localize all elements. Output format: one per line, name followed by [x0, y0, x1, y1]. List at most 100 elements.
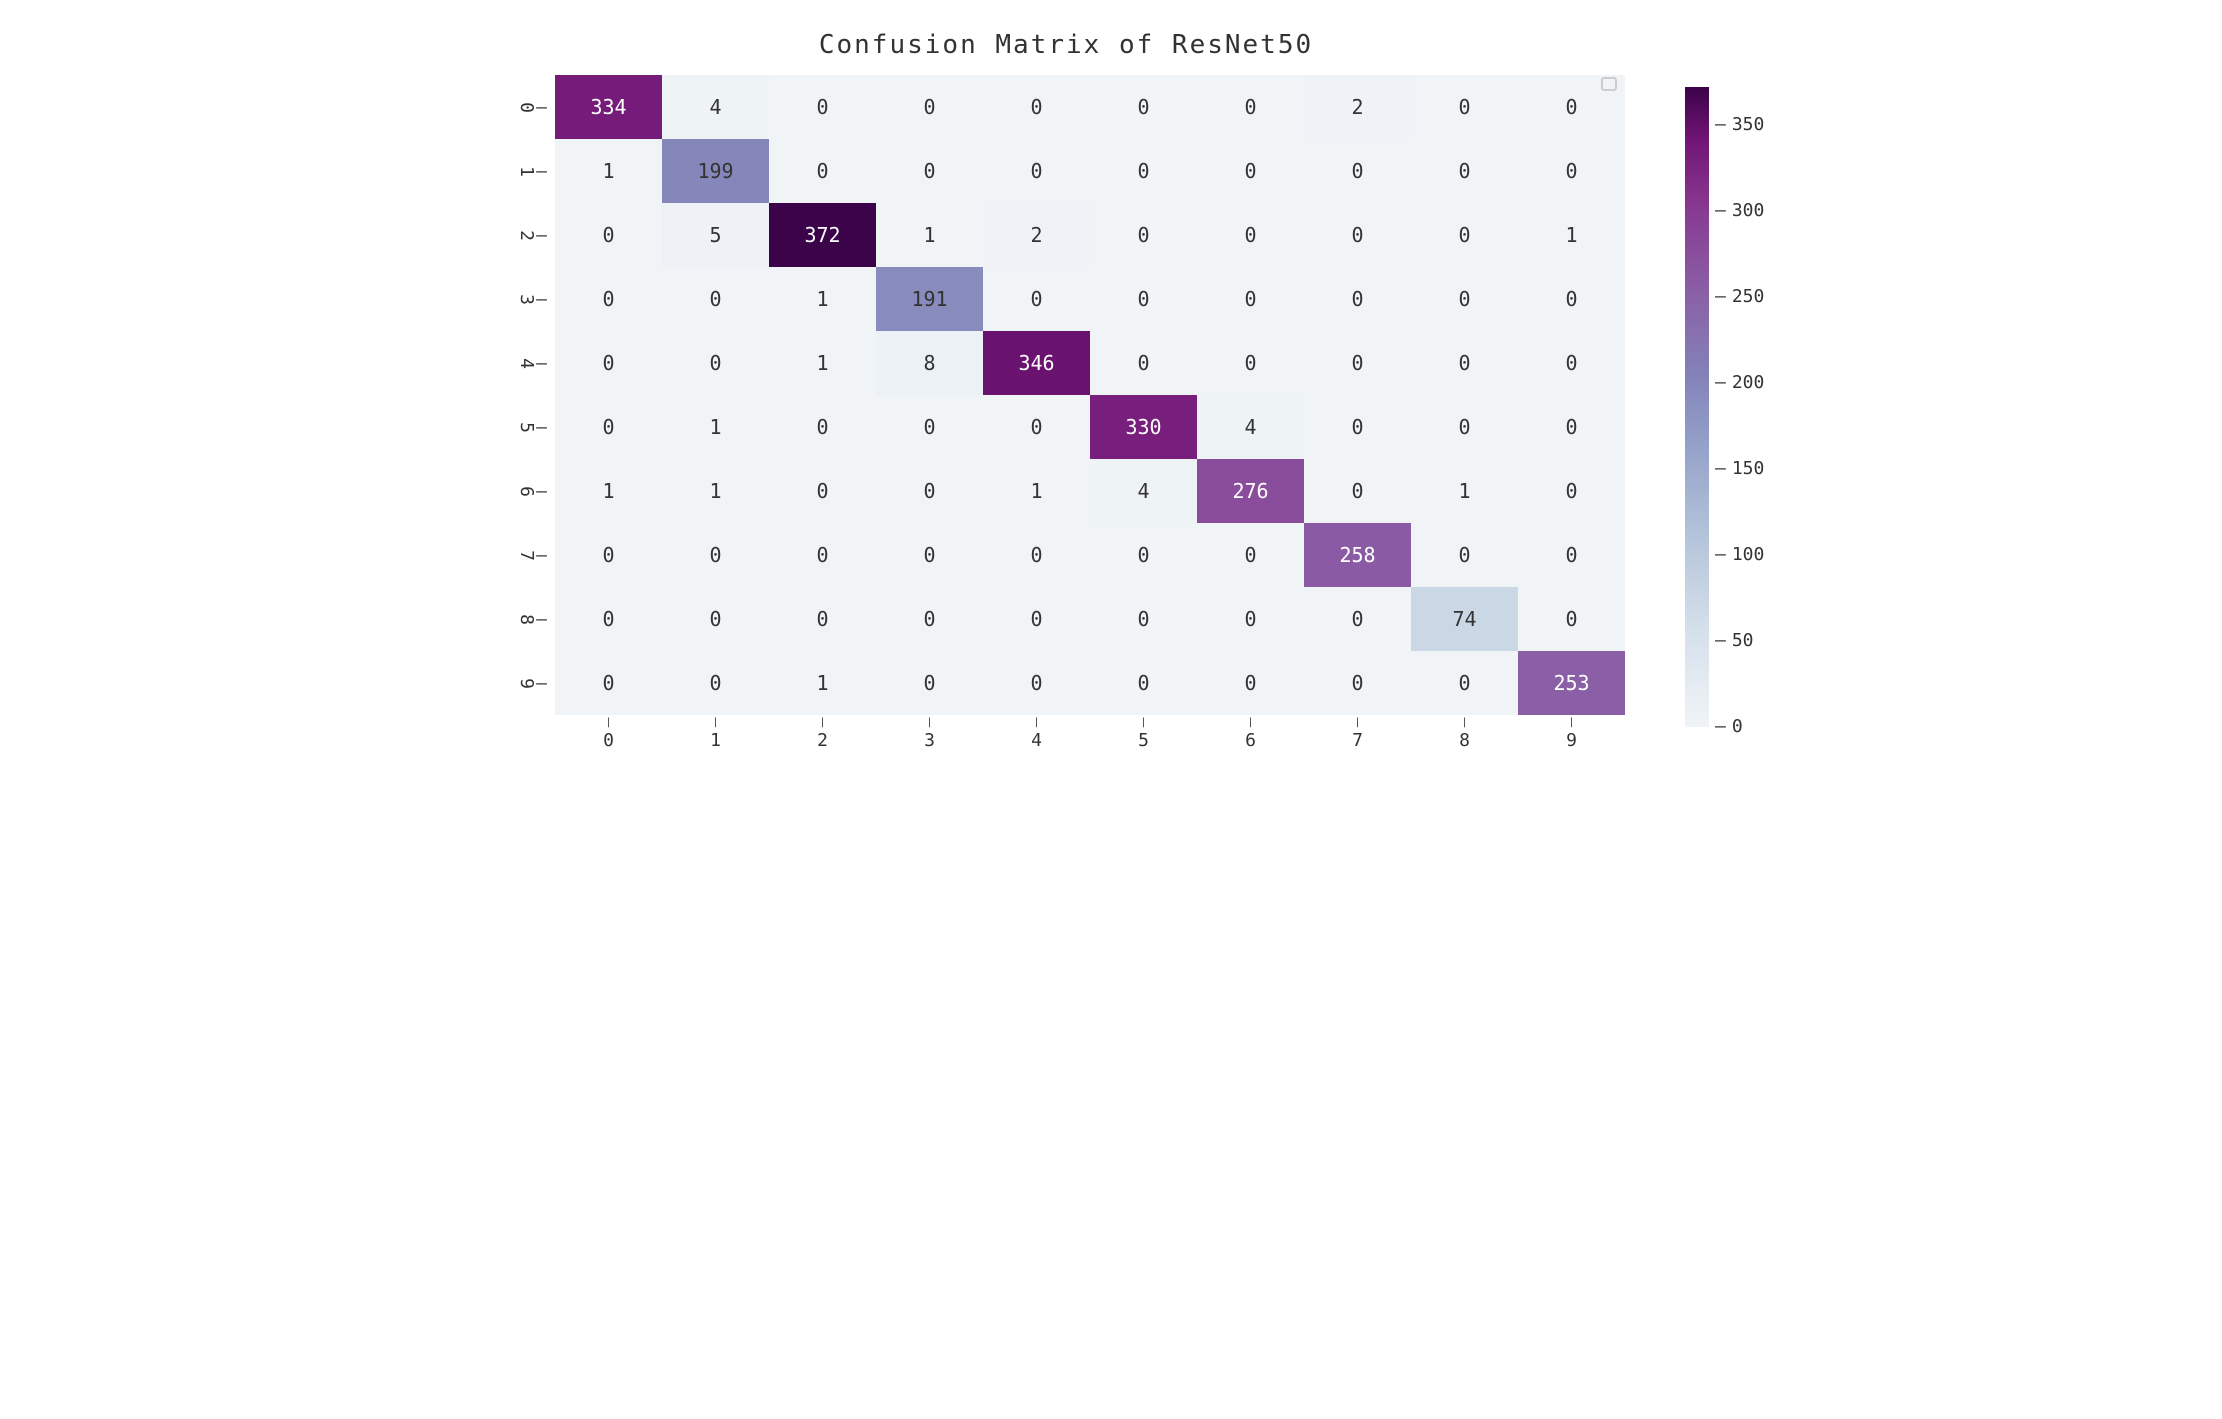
heatmap-cell: 1 [769, 331, 876, 395]
heatmap-cell: 0 [769, 523, 876, 587]
heatmap-cell: 0 [769, 139, 876, 203]
heatmap-cell: 0 [1304, 267, 1411, 331]
heatmap-cell: 0 [1304, 203, 1411, 267]
heatmap-cell: 1 [662, 459, 769, 523]
x-axis-tick-label: 9 [1518, 715, 1625, 751]
heatmap-cell: 0 [876, 395, 983, 459]
heatmap-cell: 0 [1304, 651, 1411, 715]
heatmap-cell: 0 [983, 523, 1090, 587]
x-axis-tick-label: 0 [555, 715, 662, 751]
heatmap-cell: 2 [1304, 75, 1411, 139]
heatmap-cell: 0 [769, 459, 876, 523]
heatmap-cell: 0 [983, 139, 1090, 203]
heatmap-cell: 0 [1090, 203, 1197, 267]
heatmap-cell: 0 [1518, 395, 1625, 459]
heatmap-cell: 0 [1304, 395, 1411, 459]
colorbar-tick-label: 0 [1715, 716, 1743, 737]
heatmap-cell: 0 [1304, 587, 1411, 651]
heatmap-cell: 0 [662, 523, 769, 587]
heatmap-cell: 0 [555, 203, 662, 267]
heatmap-cell: 0 [555, 395, 662, 459]
heatmap-cell: 1 [662, 395, 769, 459]
heatmap-cell: 0 [1197, 267, 1304, 331]
x-axis-tick-label: 2 [769, 715, 876, 751]
heatmap-cell: 0 [1090, 523, 1197, 587]
heatmap-cell: 0 [1304, 459, 1411, 523]
heatmap-cell: 0 [876, 75, 983, 139]
heatmap-cell: 0 [662, 331, 769, 395]
heatmap-cell: 1 [555, 139, 662, 203]
heatmap-cell: 5 [662, 203, 769, 267]
heatmap-cell: 0 [983, 651, 1090, 715]
heatmap-cell: 0 [876, 523, 983, 587]
y-axis-tick-label: 4 [507, 331, 547, 395]
heatmap-cell: 0 [1518, 75, 1625, 139]
heatmap-cell: 0 [555, 331, 662, 395]
heatmap-cell: 1 [769, 267, 876, 331]
colorbar-tick-label: 100 [1715, 544, 1764, 565]
heatmap-cell: 0 [983, 587, 1090, 651]
heatmap-cell: 0 [1411, 75, 1518, 139]
heatmap-cell: 0 [983, 75, 1090, 139]
colorbar [1685, 87, 1709, 727]
heatmap-cell: 0 [555, 651, 662, 715]
colorbar-tick-label: 350 [1715, 114, 1764, 135]
heatmap-cell: 0 [1411, 395, 1518, 459]
heatmap-cell: 0 [876, 651, 983, 715]
y-axis-tick-label: 6 [507, 459, 547, 523]
heatmap-cell: 1 [769, 651, 876, 715]
heatmap-cell: 74 [1411, 587, 1518, 651]
heatmap-cell: 0 [1197, 139, 1304, 203]
heatmap-cell: 4 [1090, 459, 1197, 523]
heatmap-cell: 1 [1518, 203, 1625, 267]
heatmap-cell: 2 [983, 203, 1090, 267]
heatmap-cell: 0 [662, 651, 769, 715]
y-axis-tick-label: 7 [507, 523, 547, 587]
x-axis-tick-label: 4 [983, 715, 1090, 751]
x-axis-tick-label: 6 [1197, 715, 1304, 751]
heatmap-cell: 0 [662, 267, 769, 331]
heatmap-cell: 0 [983, 267, 1090, 331]
heatmap-section: Confusion Matrix of ResNet50 0123456789 … [507, 30, 1625, 751]
heatmap-cell: 0 [1411, 523, 1518, 587]
heatmap-cell: 0 [662, 587, 769, 651]
colorbar-tick-label: 150 [1715, 458, 1764, 479]
y-axis-tick-label: 3 [507, 267, 547, 331]
heatmap-grid: 3344000002001199000000000537212000010011… [555, 75, 1625, 715]
x-axis-tick-label: 7 [1304, 715, 1411, 751]
heatmap-cell: 1 [876, 203, 983, 267]
heatmap-cell: 0 [876, 459, 983, 523]
heatmap-cell: 0 [555, 267, 662, 331]
heatmap-cell: 0 [876, 587, 983, 651]
y-axis-tick-label: 9 [507, 651, 547, 715]
heatmap-cell: 0 [1304, 331, 1411, 395]
heatmap-cell: 0 [1518, 267, 1625, 331]
y-axis-tick-label: 8 [507, 587, 547, 651]
heatmap-cell: 0 [983, 395, 1090, 459]
heatmap-cell: 0 [1090, 331, 1197, 395]
x-axis-tick-label: 3 [876, 715, 983, 751]
heatmap-cell: 258 [1304, 523, 1411, 587]
heatmap-cell: 0 [1197, 651, 1304, 715]
heatmap-cell: 4 [1197, 395, 1304, 459]
heatmap-cell: 0 [1411, 331, 1518, 395]
heatmap-cell: 0 [1411, 267, 1518, 331]
chart-container: Confusion Matrix of ResNet50 0123456789 … [507, 30, 1715, 751]
colorbar-section: 050100150200250300350 [1685, 87, 1715, 727]
heatmap-cell: 346 [983, 331, 1090, 395]
y-axis-tick-label: 0 [507, 75, 547, 139]
colorbar-tick-label: 50 [1715, 630, 1754, 651]
heatmap-cell: 0 [1090, 587, 1197, 651]
heatmap-cell: 253 [1518, 651, 1625, 715]
heatmap-cell: 1 [555, 459, 662, 523]
heatmap-cell: 276 [1197, 459, 1304, 523]
x-axis-tick-label: 8 [1411, 715, 1518, 751]
y-axis-labels: 0123456789 [507, 75, 547, 715]
heatmap-cell: 1 [1411, 459, 1518, 523]
y-axis-tick-label: 5 [507, 395, 547, 459]
heatmap-cell: 0 [1090, 267, 1197, 331]
heatmap-cell: 8 [876, 331, 983, 395]
heatmap-cell: 0 [769, 395, 876, 459]
heatmap-cell: 330 [1090, 395, 1197, 459]
heatmap-cell: 0 [555, 523, 662, 587]
